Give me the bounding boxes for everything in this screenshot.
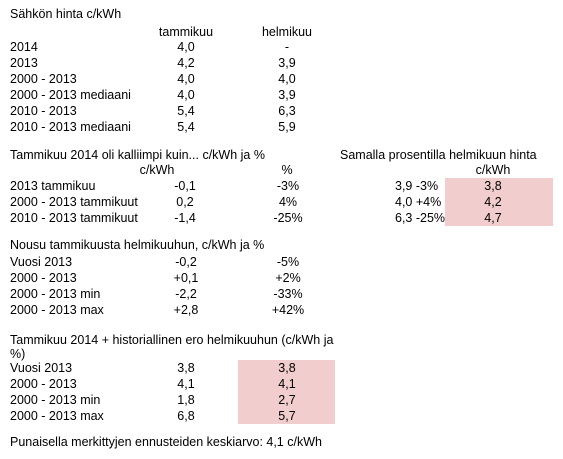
section-title: Sähkön hinta c/kWh [10,7,122,21]
cell-value: 5,4 [177,104,195,118]
cell-value: 4,1 [278,377,296,391]
row-label: 3,9 -3% [395,179,439,193]
cell-value: 4,7 [484,211,502,225]
cell-value: 6,3 [278,104,296,118]
row-label: 2000 - 2013 [10,271,77,285]
row-label: 2000 - 2013 min [10,287,101,301]
row-label: 4,0 +4% [395,195,442,209]
section-title: Samalla prosentilla helmikuun hinta [340,148,537,162]
row-label: 2013 tammikuu [10,179,96,193]
cell-value: -25% [273,211,303,225]
row-label: 6,3 -25% [395,211,446,225]
row-label: 2000 - 2013 max [10,409,104,423]
column-header: c/kWh [475,163,511,177]
cell-value: +2,8 [173,303,199,317]
cell-value: 5,4 [177,120,195,134]
cell-value: -5% [276,255,300,269]
column-header: % [281,163,293,177]
section-title: Nousu tammikuusta helmikuuhun, c/kWh ja … [10,238,265,252]
cell-value: 4,0 [177,72,195,86]
row-label: 2000 - 2013 [10,72,77,86]
cell-value: 4,0 [177,88,195,102]
cell-value: -33% [273,287,303,301]
row-label: 2000 - 2013 tammikuut [10,195,138,209]
column-header: tammikuu [158,25,214,39]
cell-value: 0,2 [176,195,194,209]
cell-value: +42% [271,303,305,317]
cell-value: 5,7 [278,409,296,423]
history-highlight [238,360,335,424]
cell-value: 1,8 [177,393,195,407]
row-label: 2010 - 2013 tammikuut [10,211,138,225]
cell-value: 4,0 [278,72,296,86]
cell-value: 4,2 [177,56,195,70]
row-label: 2000 - 2013 max [10,303,104,317]
cell-value: 5,9 [278,120,296,134]
cell-value: 2,7 [278,393,296,407]
column-header: helmikuu [261,25,313,39]
cell-value: 6,8 [177,409,195,423]
cell-value: +0,1 [173,271,199,285]
cell-value: 4,1 [177,377,195,391]
row-label: 2010 - 2013 [10,104,77,118]
row-label: Vuosi 2013 [10,361,73,375]
cell-value: 3,8 [484,179,502,193]
cell-value: -3% [276,179,300,193]
cell-value: 4,2 [484,195,502,209]
cell-value: 4% [278,195,298,209]
cell-value: 3,8 [278,361,296,375]
cell-value: - [284,40,290,54]
row-label: 2000 - 2013 min [10,393,101,407]
row-label: 2013 [10,56,38,70]
cell-value: -2,2 [175,287,197,301]
section-title: Tammikuu 2014 oli kalliimpi kuin... c/kW… [10,148,265,162]
row-label: Vuosi 2013 [10,255,73,269]
row-label: 2000 - 2013 mediaani [10,88,131,102]
section-title: Tammikuu 2014 + historiallinen ero helmi… [10,333,334,361]
cell-value: 3,9 [278,88,296,102]
row-label: 2010 - 2013 mediaani [10,120,131,134]
cell-value: 3,9 [278,56,296,70]
cell-value: -0,1 [174,179,196,193]
cell-value: -0,2 [175,255,197,269]
cell-value: +2% [275,271,301,285]
forecast-highlight [445,178,553,226]
row-label: 2014 [10,40,38,54]
row-label: 2000 - 2013 [10,377,77,391]
footer-note: Punaisella merkittyjen ennusteiden keski… [10,435,322,449]
cell-value: 3,8 [177,361,195,375]
column-header: c/kWh [139,163,175,177]
cell-value: -1,4 [174,211,196,225]
cell-value: 4,0 [177,40,195,54]
